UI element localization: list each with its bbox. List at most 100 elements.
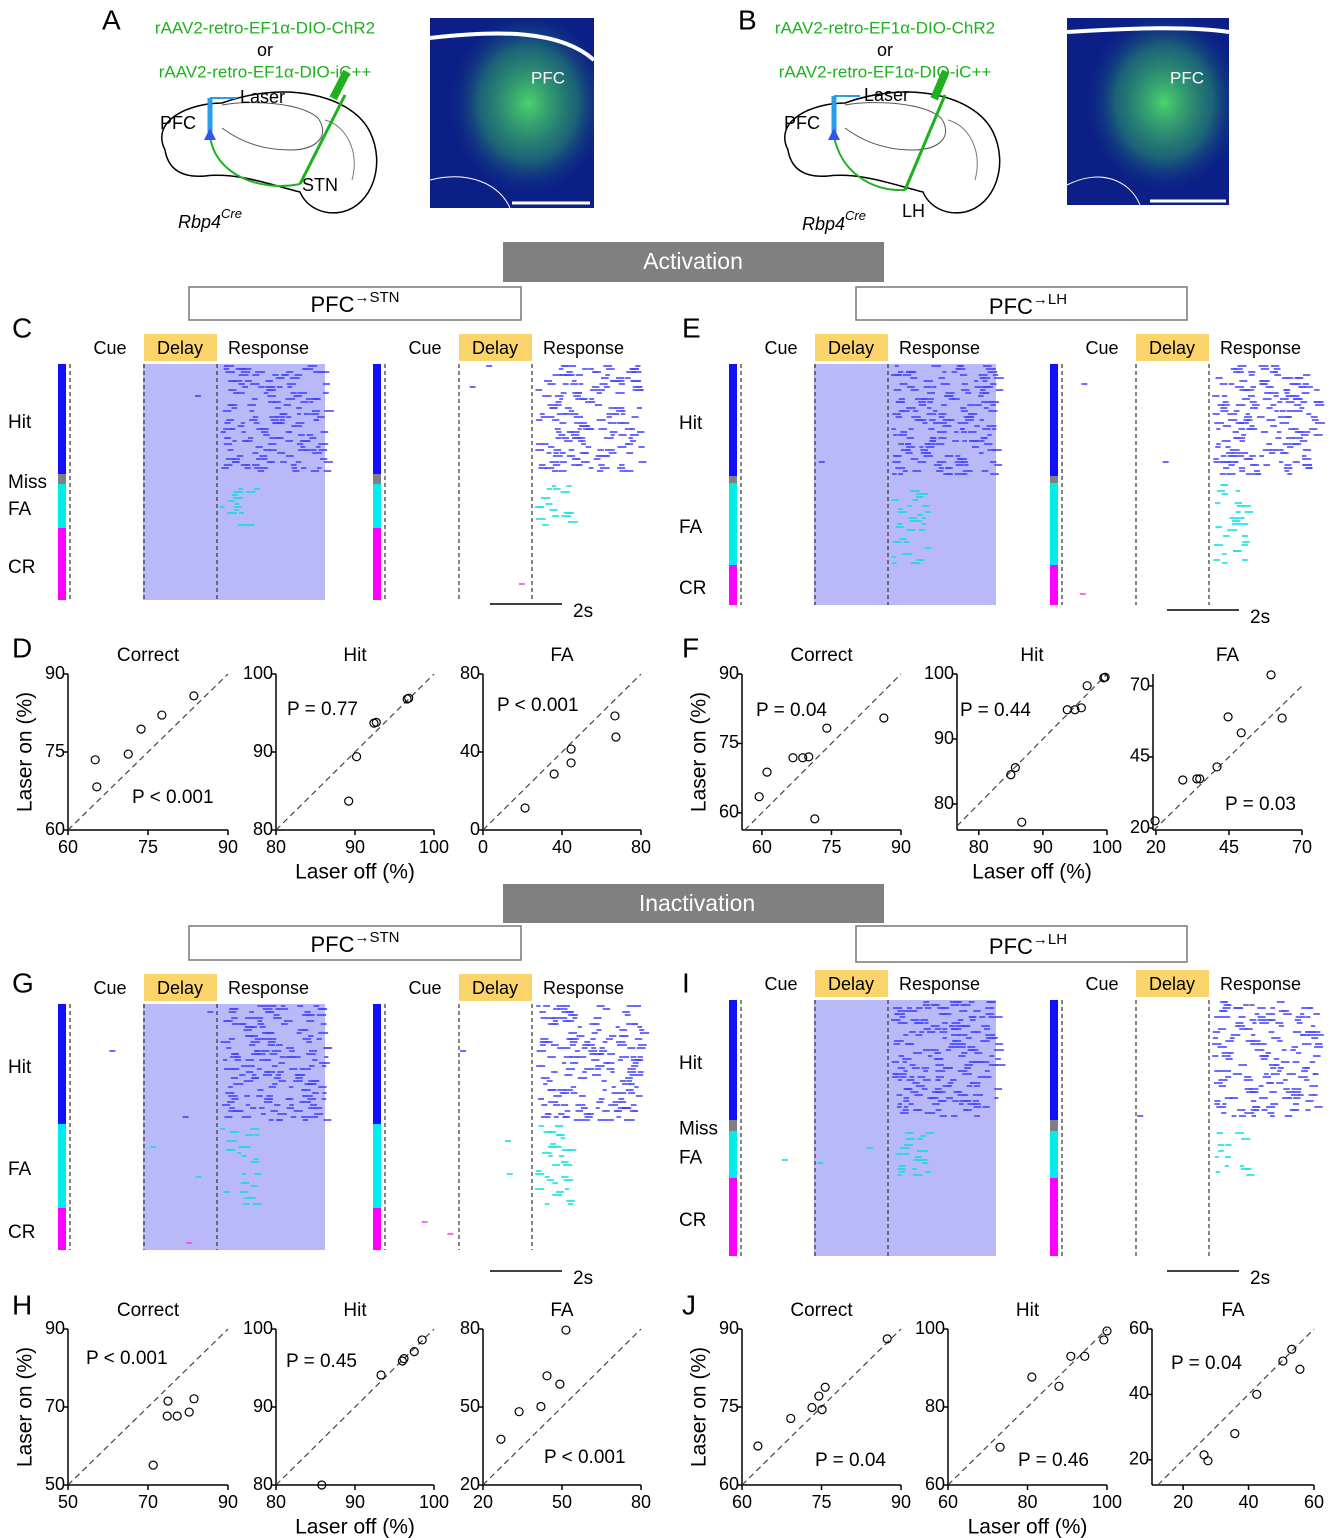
scale-label: 2s xyxy=(573,1268,593,1289)
outcome-bar xyxy=(729,1120,737,1131)
data-point xyxy=(371,717,381,727)
x-tick-label: 75 xyxy=(821,837,841,857)
data-point xyxy=(399,1354,409,1364)
epoch-label: Cue xyxy=(1085,974,1118,994)
y-tick-label: 20 xyxy=(460,1474,480,1494)
y-tick-label: 90 xyxy=(253,741,273,761)
outcome-label: CR xyxy=(679,1210,706,1231)
data-point xyxy=(882,1334,892,1344)
data-point xyxy=(1080,1351,1090,1361)
outcome-bar xyxy=(373,1004,381,1124)
data-point xyxy=(92,782,102,792)
x-tick-label: 70 xyxy=(1292,837,1312,857)
y-axis-label: Laser on (%) xyxy=(14,1347,37,1467)
panel-letter: I xyxy=(682,967,690,998)
unity-line xyxy=(744,673,902,831)
data-point xyxy=(817,1404,827,1415)
x-tick-label: 60 xyxy=(1304,1492,1324,1512)
outcome-label: FA xyxy=(8,1159,32,1180)
outcome-bar xyxy=(729,364,737,476)
data-point xyxy=(162,1411,172,1421)
x-tick-label: 90 xyxy=(218,837,238,857)
epoch-label: Delay xyxy=(472,338,518,358)
data-point xyxy=(1099,1335,1109,1345)
data-point xyxy=(820,1382,830,1392)
pathway-box xyxy=(855,925,1188,963)
y-tick-label: 0 xyxy=(470,819,480,839)
data-point xyxy=(754,792,764,802)
data-point xyxy=(542,1371,552,1381)
data-point xyxy=(1010,762,1020,773)
epoch-label: Delay xyxy=(157,978,203,998)
data-point xyxy=(409,1347,419,1357)
data-point xyxy=(404,693,414,703)
data-point xyxy=(317,1480,327,1490)
epoch-label: Response xyxy=(543,978,624,998)
x-tick-label: 75 xyxy=(138,837,158,857)
data-point xyxy=(536,1401,546,1412)
outcome-bar xyxy=(58,1124,66,1208)
x-axis-label: Laser off (%) xyxy=(968,1516,1088,1538)
outcome-label: Miss xyxy=(679,1119,718,1140)
outcome-label: FA xyxy=(679,517,703,538)
schematic-b: rAAV2-retro-EF1α-DIO-ChR2 or rAAV2-retro… xyxy=(775,18,1230,234)
data-point xyxy=(1287,1344,1297,1354)
mouse-line: Rbp4 xyxy=(802,214,845,234)
epoch-label: Response xyxy=(899,974,980,994)
data-point xyxy=(798,753,808,763)
data-point xyxy=(148,1460,158,1470)
y-tick-label: 75 xyxy=(45,741,65,761)
y-tick-label: 40 xyxy=(460,741,480,761)
p-value: P = 0.77 xyxy=(287,699,358,720)
y-tick-label: 90 xyxy=(45,663,65,683)
y-tick-label: 100 xyxy=(243,663,273,683)
virus-label: rAAV2-retro-EF1α-DIO-iC++ xyxy=(779,62,992,81)
outcome-label: CR xyxy=(8,1222,35,1243)
mouse-sup: Cre xyxy=(221,206,242,221)
scale-label: 2s xyxy=(1250,1268,1270,1289)
y-tick-label: 45 xyxy=(1130,746,1150,766)
outcome-bar xyxy=(373,364,381,474)
outcome-bar xyxy=(1050,476,1058,483)
virus-label: rAAV2-retro-EF1α-DIO-ChR2 xyxy=(155,18,375,37)
epoch-label: Response xyxy=(1220,974,1301,994)
outcome-bar xyxy=(1050,1178,1058,1256)
x-tick-label: 100 xyxy=(419,1492,449,1512)
epoch-label: Response xyxy=(228,978,309,998)
chart-title: FA xyxy=(550,1300,574,1321)
laser-shading xyxy=(143,1004,325,1250)
x-tick-label: 90 xyxy=(891,1492,911,1512)
virus-label: rAAV2-retro-EF1α-DIO-ChR2 xyxy=(775,18,995,37)
delay-box xyxy=(144,974,217,1001)
section-box xyxy=(503,242,884,282)
data-point xyxy=(1066,1351,1076,1361)
y-tick-label: 90 xyxy=(719,663,739,683)
outcome-label: Miss xyxy=(8,472,47,493)
outcome-bar xyxy=(729,1000,737,1120)
data-point xyxy=(123,749,133,759)
data-point xyxy=(1070,705,1080,715)
laser-label: Laser xyxy=(864,85,909,105)
data-point xyxy=(610,711,620,721)
y-tick-label: 70 xyxy=(45,1396,65,1416)
section-box xyxy=(503,884,884,923)
outcome-bar xyxy=(729,476,737,483)
outcome-label: Hit xyxy=(8,412,32,433)
virus-label: rAAV2-retro-EF1α-DIO-iC++ xyxy=(159,62,372,81)
data-point xyxy=(549,769,559,779)
data-point xyxy=(496,1434,506,1444)
y-tick-label: 80 xyxy=(253,819,273,839)
or-label: or xyxy=(257,40,273,60)
data-point xyxy=(1027,1372,1037,1382)
data-point xyxy=(1212,762,1222,772)
data-point xyxy=(1266,670,1276,680)
y-tick-label: 75 xyxy=(719,1396,739,1416)
outcome-bar xyxy=(58,1208,66,1250)
mouse-sup: Cre xyxy=(845,208,866,223)
data-point xyxy=(611,732,621,742)
y-tick-label: 80 xyxy=(460,663,480,683)
delay-box xyxy=(1136,970,1209,997)
y-tick-label: 90 xyxy=(253,1396,273,1416)
y-tick-label: 70 xyxy=(1130,675,1150,695)
